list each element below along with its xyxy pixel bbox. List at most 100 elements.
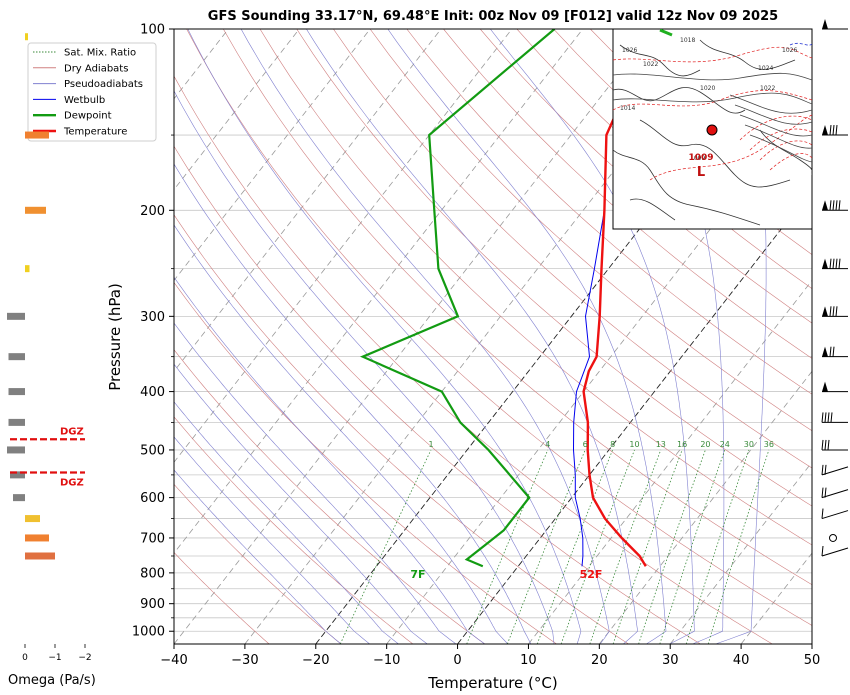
y-tick-label: 800	[140, 566, 165, 581]
thickness-contour	[769, 153, 812, 171]
omega-bar	[25, 552, 55, 560]
surface-labels: 52F 7F	[410, 568, 602, 581]
x-tick-label: 0	[453, 653, 461, 668]
wind-barb	[821, 439, 848, 451]
isotherm-gridline	[174, 29, 655, 644]
omega-tick-label: −1	[48, 653, 61, 663]
wind-barb	[822, 19, 848, 30]
y-axis-label: Pressure (hPa)	[106, 283, 124, 391]
dry-adiabat	[174, 75, 773, 644]
legend: Sat. Mix. Ratio Dry Adiabats Pseudoadiabat…	[27, 42, 157, 142]
isobar-contour	[613, 92, 812, 105]
omega-bar	[7, 312, 25, 320]
omega-bar	[25, 515, 40, 523]
dry-adiabat	[174, 281, 557, 644]
isotherm-gridline	[457, 188, 812, 644]
mixing-ratio-label: 13	[656, 440, 666, 449]
wind-barb	[822, 306, 848, 317]
mixing-ratio-line	[466, 449, 549, 644]
dry-adiabat	[333, 29, 812, 469]
y-tick-label: 100	[140, 23, 165, 38]
mixing-ratio-label: 8	[610, 440, 615, 449]
coastline	[613, 87, 746, 114]
pseudoadiabat	[174, 322, 457, 644]
omega-bar	[8, 388, 25, 396]
dry-adiabat	[369, 29, 812, 432]
wind-barb	[822, 124, 848, 136]
mixing-ratio-label: 1	[428, 440, 433, 449]
x-tick-label: −10	[373, 653, 400, 668]
wind-barb	[829, 533, 837, 542]
dry-adiabat	[296, 29, 812, 507]
surface-temperature-label: 52F	[580, 568, 603, 581]
sounding-profiles	[359, 29, 655, 568]
wind-barb	[822, 346, 848, 358]
pseudoadiabat	[387, 29, 667, 644]
mixing-ratio-line	[685, 449, 750, 644]
dry-adiabat	[174, 214, 629, 644]
isotherm-gridline	[174, 29, 584, 554]
inset-isobar-label: 1022	[643, 61, 658, 68]
pseudoadiabat	[306, 29, 638, 644]
background-lines	[0, 29, 812, 644]
x-tick-label: 40	[733, 653, 750, 668]
dgz-label: DGZ	[60, 477, 84, 488]
y-tick-label: 1000	[132, 625, 165, 640]
pseudoadiabat	[174, 276, 485, 644]
isotherm-gridline	[0, 29, 16, 644]
x-axis-label: Temperature (°C)	[427, 674, 557, 692]
isobar-contour	[739, 114, 812, 137]
y-tick-label: 600	[140, 491, 165, 506]
profile-dewpoint	[359, 29, 556, 568]
thickness-contour	[749, 128, 812, 151]
pseudoadiabat	[715, 29, 767, 644]
mixing-ratio-labels: 1 4 6 8 10 13 16 20 24 30 36	[428, 440, 773, 449]
coastline	[699, 39, 796, 70]
dry-adiabat	[174, 483, 342, 644]
omega-tick-label: 0	[22, 653, 28, 663]
x-tick-label: −30	[231, 653, 258, 668]
pseudoadiabat	[174, 90, 555, 644]
isobar-contour	[734, 104, 812, 125]
mixing-ratio-line	[507, 449, 586, 644]
mixing-ratio-label: 24	[720, 440, 730, 449]
pseudoadiabat	[187, 29, 582, 644]
wind-barb	[821, 464, 849, 476]
omega-panel: 0 −1 −2 DGZ DGZ	[7, 33, 92, 663]
dry-adiabat	[186, 29, 812, 626]
isobar-contour	[729, 94, 812, 114]
wind-barb	[822, 200, 848, 211]
isobar-contour	[744, 124, 812, 149]
legend-entry: Dry Adiabats	[64, 63, 128, 74]
coastline	[759, 129, 812, 175]
legend-entry: Dewpoint	[64, 111, 112, 122]
y-tick-label: 700	[140, 531, 165, 546]
legend-entry: Sat. Mix. Ratio	[64, 48, 136, 59]
inset-isobar-label: 1026	[782, 47, 797, 54]
low-pressure-value: 1009	[688, 153, 713, 163]
mixing-ratio-line	[612, 449, 683, 644]
dry-adiabat	[174, 552, 270, 644]
surface-dewpoint-label: 7F	[410, 568, 425, 581]
mixing-ratio-line	[560, 449, 635, 644]
thickness-contour	[613, 46, 812, 63]
omega-bar	[25, 265, 30, 273]
profile-wetbulb	[572, 134, 607, 567]
inset-isobar-label: 1014	[620, 105, 635, 112]
location-marker	[706, 124, 718, 136]
wind-barb	[821, 412, 848, 423]
wind-barb	[822, 258, 848, 270]
mixing-ratio-line	[589, 449, 662, 644]
omega-bar	[10, 471, 25, 479]
freezing-contour	[789, 42, 812, 46]
x-tick-label: 50	[804, 653, 821, 668]
x-tick-label: 10	[520, 653, 537, 668]
pseudoadiabat	[174, 363, 428, 644]
y-tick-label: 300	[140, 310, 165, 325]
mixing-ratio-label: 10	[629, 440, 639, 449]
coastline	[619, 44, 701, 77]
inset-isobar-label: 1022	[760, 85, 775, 92]
legend-box	[27, 42, 157, 142]
